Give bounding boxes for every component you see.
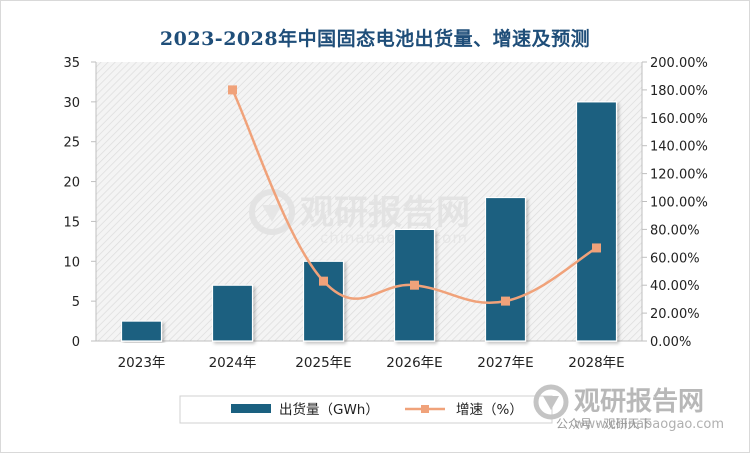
watermark-logo-icon xyxy=(249,189,295,235)
left-axis-tick-label: 10 xyxy=(63,255,80,270)
bar xyxy=(211,284,254,342)
legend-line-marker xyxy=(421,405,429,413)
left-axis-tick-label: 5 xyxy=(72,295,80,310)
growth-point xyxy=(592,243,601,253)
bar xyxy=(302,260,345,342)
plot-area xyxy=(96,62,642,341)
left-axis-tick-label: 30 xyxy=(63,96,80,111)
growth-point xyxy=(319,276,328,286)
bar-series xyxy=(120,101,618,342)
left-axis-tick-label: 20 xyxy=(63,176,80,191)
right-axis-tick-label: 160.00% xyxy=(650,112,708,127)
growth-line xyxy=(231,89,598,305)
right-axis-tick-label: 40.00% xyxy=(650,279,700,294)
left-axis-tick-label: 0 xyxy=(72,335,80,350)
watermark-brand: 观研报告网 xyxy=(300,193,470,233)
right-axis-tick-label: 0.00% xyxy=(650,335,691,350)
line-series xyxy=(228,85,601,306)
category-label: 2027年E xyxy=(477,355,533,371)
corner-logo-domain: www.chinabaogao.com xyxy=(574,417,724,432)
category-label: 2028年E xyxy=(568,355,624,371)
corner-logo-brand: 观研报告网 xyxy=(574,386,704,417)
growth-point xyxy=(501,296,510,306)
legend: 出货量（GWh） 增速（%） xyxy=(179,395,553,424)
category-axis: 2023年 2024年 2025年E 2026年E 2027年E 2028年E xyxy=(118,355,625,371)
right-axis-tick-label: 120.00% xyxy=(650,168,708,183)
left-axis-tick-label: 35 xyxy=(63,56,80,71)
right-axis: 0.00% 20.00% 40.00% 60.00% 80.00% 100.00% 120.… xyxy=(641,56,708,350)
category-label: 2025年E xyxy=(295,355,351,371)
chart-title: 2023-2028年中国固态电池出货量、增速及预测 xyxy=(159,28,591,50)
corner-logo-icon xyxy=(533,384,569,420)
category-label: 2023年 xyxy=(118,355,166,371)
bar xyxy=(120,320,163,342)
watermark: 观研报告网 chinabaogao.com xyxy=(249,189,470,247)
right-axis-tick-label: 60.00% xyxy=(650,251,700,266)
category-label: 2026年E xyxy=(386,355,442,371)
corner-logo: 观研报告网 www.chinabaogao.com 公众号 · 观研天下 xyxy=(533,384,724,432)
left-axis-tick-label: 15 xyxy=(63,215,80,230)
right-axis-tick-label: 180.00% xyxy=(650,84,708,99)
legend-bar-label: 出货量（GWh） xyxy=(279,401,379,418)
left-axis-tick-label: 25 xyxy=(63,136,80,151)
growth-point xyxy=(410,280,419,290)
category-label: 2024年 xyxy=(209,355,257,371)
right-axis-tick-label: 140.00% xyxy=(650,140,708,155)
corner-logo-overlay: 公众号 · 观研天下 xyxy=(556,417,651,431)
right-axis-tick-label: 20.00% xyxy=(650,307,700,322)
growth-point xyxy=(228,85,237,95)
bar xyxy=(575,101,618,342)
left-axis: 0 5 10 15 20 25 30 35 xyxy=(63,56,642,350)
right-axis-tick-label: 100.00% xyxy=(650,196,708,211)
right-axis-tick-label: 80.00% xyxy=(650,223,700,238)
right-axis-tick-label: 200.00% xyxy=(650,56,708,71)
legend-line-label: 增速（%） xyxy=(456,402,523,418)
legend-bar-swatch xyxy=(231,404,271,413)
bar xyxy=(484,196,527,342)
